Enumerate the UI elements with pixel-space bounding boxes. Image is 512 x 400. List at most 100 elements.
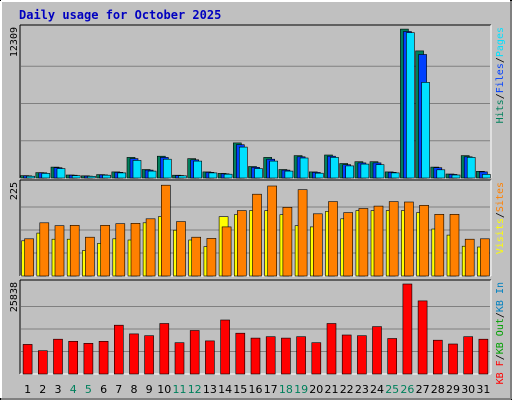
legend-entry: KB In: [495, 282, 506, 312]
bar-pages-day-8: [132, 160, 142, 179]
bar-sites-day-26: [404, 201, 414, 277]
x-tick-label: 18: [279, 383, 293, 396]
x-tick-label: 3: [55, 383, 62, 396]
bar-pages-day-7: [117, 172, 127, 179]
bar-sites-day-21: [328, 201, 338, 277]
bar-sites-day-30: [464, 238, 475, 277]
y-max-label: 225: [9, 182, 20, 200]
bar-sites-day-23: [358, 208, 369, 277]
x-tick-label: 28: [431, 383, 445, 396]
bar-pages-day-31: [482, 174, 491, 179]
x-tick-label: 5: [85, 383, 92, 396]
bar-sites-day-12: [191, 236, 201, 277]
bar-kb-f-day-28: [432, 339, 443, 375]
bar-pages-day-2: [41, 173, 51, 179]
y-max-label: 25838: [9, 282, 20, 312]
bar-pages-day-1: [26, 175, 35, 179]
x-tick-label: 30: [461, 383, 475, 396]
bar-sites-day-9: [145, 218, 156, 277]
bar-kb-f-day-17: [265, 336, 276, 375]
bar-sites-day-7: [115, 223, 126, 277]
bar-pages-day-30: [466, 157, 476, 179]
bar-sites-day-6: [100, 225, 110, 277]
bar-sites-day-15: [237, 210, 247, 277]
legend: Hits/Files/Pages: [495, 27, 506, 123]
x-tick-label: 13: [203, 383, 217, 396]
x-tick-label: 6: [100, 383, 107, 396]
x-tick-label: 27: [416, 383, 430, 396]
bar-kb-f-day-25: [387, 338, 398, 375]
bar-sites-day-16: [252, 193, 262, 277]
bar-kb-f-day-6: [98, 340, 109, 375]
legend-entry: /: [495, 312, 506, 318]
bar-pages-day-26: [406, 32, 415, 179]
x-tick-label: 16: [249, 383, 263, 396]
bar-pages-day-13: [208, 172, 218, 179]
bar-kb-f-day-12: [189, 330, 200, 375]
legend-entry: /: [495, 93, 506, 99]
bar-kb-f-day-16: [250, 337, 261, 375]
bar-pages-day-22: [345, 165, 355, 179]
x-tick-label: 1: [24, 383, 31, 396]
bar-pages-day-14: [223, 173, 233, 179]
bar-kb-f-day-20: [311, 342, 322, 375]
legend-entry: Hits: [495, 99, 506, 123]
x-tick-label: 4: [70, 383, 77, 396]
bar-sites-day-25: [388, 201, 399, 277]
x-tick-label: 7: [115, 383, 122, 396]
legend: KB F/KB Out/KB In: [495, 282, 506, 384]
chart-title: Daily usage for October 2025: [19, 8, 221, 22]
bar-kb-f-day-1: [22, 344, 33, 375]
legend-entry: KB F: [495, 360, 506, 384]
bar-kb-f-day-15: [235, 332, 246, 375]
bar-kb-f-day-27: [417, 300, 428, 375]
bar-sites-day-29: [449, 214, 460, 277]
bar-pages-day-10: [163, 158, 172, 179]
bar-kb-f-day-24: [372, 326, 382, 375]
panel-sites-visits: 225 Visits/Sites: [9, 179, 506, 277]
bar-kb-f-day-13: [205, 340, 215, 375]
bar-sites-day-8: [130, 223, 141, 277]
bar-kb-f-day-3: [53, 338, 63, 375]
bar-pages-day-19: [299, 157, 309, 179]
x-tick-label: 31: [476, 383, 490, 396]
x-tick-label: 12: [188, 383, 202, 396]
bar-pages-day-18: [284, 170, 294, 179]
x-tick-label: 29: [446, 383, 460, 396]
bar-kb-f-day-22: [341, 334, 352, 375]
bar-sites-day-14: [221, 226, 232, 277]
bar-kb-f-day-4: [68, 340, 78, 375]
bar-sites-day-20: [312, 213, 323, 277]
bar-sites-day-28: [434, 214, 445, 277]
bar-sites-day-22: [343, 212, 354, 277]
bar-sites-day-4: [69, 225, 80, 277]
x-tick-label: 21: [325, 383, 339, 396]
x-tick-label: 24: [370, 383, 384, 396]
bar-pages-day-11: [178, 175, 187, 179]
bar-kb-f-day-21: [326, 323, 337, 375]
bar-pages-day-6: [102, 174, 111, 179]
x-tick-label: 26: [400, 383, 414, 396]
bar-sites-day-5: [85, 236, 95, 277]
x-tick-label: 9: [146, 383, 153, 396]
x-tick-label: 11: [173, 383, 187, 396]
bar-sites-day-31: [480, 238, 490, 277]
x-tick-label: 8: [131, 383, 138, 396]
bar-pages-day-29: [451, 174, 461, 179]
legend-entry: Sites: [495, 182, 506, 212]
bar-sites-day-27: [419, 205, 429, 277]
x-tick-label: 22: [340, 383, 354, 396]
bar-pages-day-3: [56, 168, 66, 179]
bar-pages-day-20: [314, 172, 324, 179]
bar-pages-day-16: [254, 168, 263, 179]
bar-sites-day-19: [297, 189, 308, 277]
x-tick-label: 10: [157, 383, 171, 396]
bar-sites-day-17: [267, 185, 278, 277]
legend-entry: Visits: [495, 218, 506, 254]
bar-kb-f-day-29: [448, 343, 458, 375]
bar-pages-day-27: [421, 82, 430, 179]
